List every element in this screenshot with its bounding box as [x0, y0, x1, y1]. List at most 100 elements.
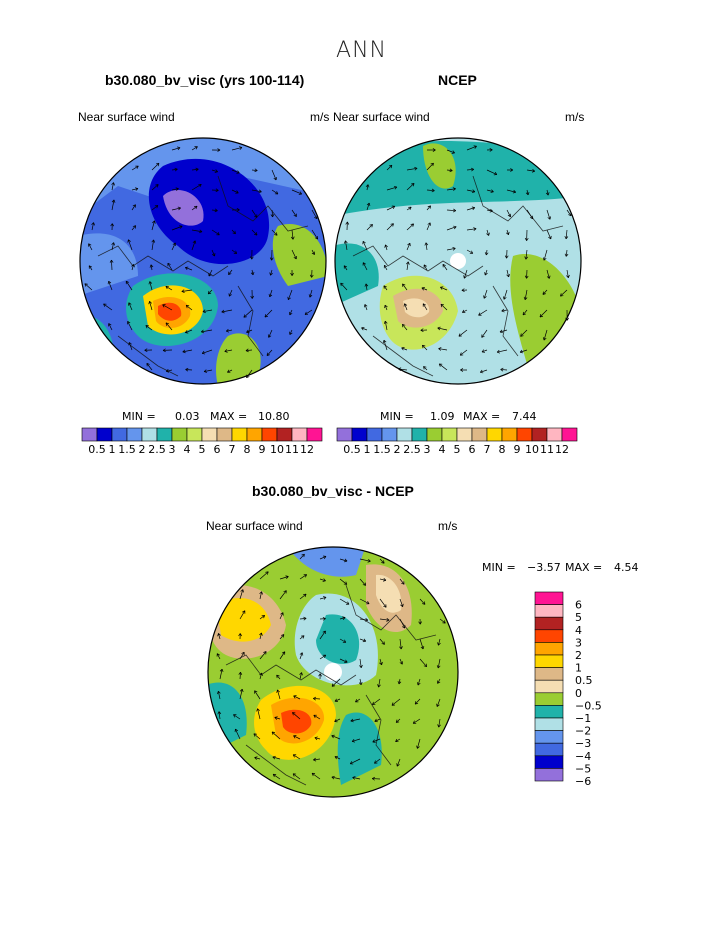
diff-colorbar-swatch	[534, 742, 564, 757]
diff-colorbar-swatch	[534, 679, 564, 694]
model-colorbar-tick-label: 11	[285, 443, 299, 456]
model-panel-title: b30.080_bv_visc (yrs 100-114)	[105, 72, 305, 88]
model-min-label: MIN =	[122, 410, 156, 423]
diff-panel-title: b30.080_bv_visc - NCEP	[252, 483, 414, 499]
obs-colorbar: 0.5 1 1.5 2 2.5 3 4 5 6 7 8 9 10 11 12	[336, 427, 578, 456]
diff-colorbar-tick-label: 1	[575, 662, 582, 675]
obs-max-label: MAX =	[463, 410, 501, 423]
diff-colorbar-tick-label: 5	[575, 611, 582, 624]
model-colorbar-tick-label: 1.5	[118, 443, 136, 456]
obs-colorbar-tick-label: 4	[439, 443, 446, 456]
model-colorbar-swatch	[201, 427, 218, 442]
diff-unit-label: m/s	[438, 519, 458, 533]
model-colorbar-tick-label: 10	[270, 443, 284, 456]
model-colorbar-tick-label: 3	[169, 443, 176, 456]
obs-colorbar-tick-label: 5	[454, 443, 461, 456]
model-colorbar-tick-label: 4	[184, 443, 191, 456]
model-colorbar-swatch	[171, 427, 188, 442]
obs-min-value: 1.09	[430, 410, 455, 423]
obs-unit-label: m/s	[565, 110, 585, 124]
obs-colorbar-swatch	[426, 427, 443, 442]
obs-colorbar-swatch	[411, 427, 428, 442]
page-title: ANN	[336, 38, 387, 63]
diff-colorbar-swatch	[534, 667, 564, 681]
diff-colorbar-tick-label: −2	[575, 725, 591, 738]
diff-colorbar-swatch	[534, 616, 564, 631]
diff-colorbar-tick-label: 2	[575, 649, 582, 662]
obs-colorbar-tick-label: 6	[469, 443, 476, 456]
diff-colorbar-tick-label: 0	[575, 687, 582, 700]
model-colorbar-swatch	[291, 427, 308, 442]
obs-colorbar-swatch	[486, 427, 503, 442]
model-colorbar-tick-label: 9	[259, 443, 266, 456]
model-colorbar-swatch	[246, 427, 263, 442]
obs-colorbar-swatch	[441, 427, 458, 442]
model-colorbar-tick-label: 7	[229, 443, 236, 456]
diff-max-label: MAX =	[565, 561, 603, 574]
model-colorbar-swatch	[216, 427, 233, 442]
diff-min-value: −3.57	[527, 561, 561, 574]
diff-colorbar-tick-label: −6	[575, 775, 591, 788]
diff-colorbar-tick-label: 0.5	[575, 674, 593, 687]
wind-vectors	[340, 145, 572, 374]
obs-colorbar-swatch	[471, 427, 488, 442]
model-colorbar-tick-label: 8	[244, 443, 251, 456]
obs-colorbar-tick-label: 0.5	[343, 443, 361, 456]
model-colorbar-tick-label: 1	[109, 443, 116, 456]
model-max-label: MAX =	[210, 410, 248, 423]
diff-colorbar-swatch	[534, 768, 564, 782]
obs-field-label: Near surface wind	[333, 110, 430, 124]
diff-colorbar-swatch	[534, 717, 564, 731]
obs-colorbar-tick-label: 10	[525, 443, 539, 456]
obs-colorbar-swatch	[381, 427, 398, 442]
diff-min-label: MIN =	[482, 561, 516, 574]
obs-colorbar-swatch	[396, 427, 413, 442]
obs-colorbar-swatch	[456, 427, 473, 442]
diff-colorbar-tick-label: 3	[575, 636, 582, 649]
model-colorbar-swatch	[186, 427, 203, 442]
obs-colorbar-tick-label: 2.5	[403, 443, 421, 456]
obs-colorbar-tick-label: 12	[555, 443, 569, 456]
model-colorbar-swatch	[141, 427, 158, 442]
diff-colorbar-tick-label: −0.5	[575, 699, 602, 712]
diff-colorbar-tick-label: 4	[575, 624, 582, 637]
model-colorbar-swatch	[261, 427, 278, 442]
model-colorbar-swatch	[111, 427, 128, 442]
model-colorbar-tick-label: 2.5	[148, 443, 166, 456]
diff-colorbar-swatch	[534, 591, 564, 605]
diff-max-value: 4.54	[614, 561, 639, 574]
diff-colorbar-swatch	[534, 642, 564, 656]
diff-colorbar-tick-label: −5	[575, 762, 591, 775]
obs-colorbar-tick-label: 7	[484, 443, 491, 456]
diff-colorbar-swatch	[534, 604, 564, 618]
diff-colorbar-swatch	[534, 629, 564, 643]
obs-colorbar-tick-label: 2	[394, 443, 401, 456]
model-unit-label: m/s	[310, 110, 330, 124]
model-colorbar-tick-label: 2	[139, 443, 146, 456]
model-colorbar-swatch	[231, 427, 248, 442]
model-colorbar-swatch	[276, 427, 293, 442]
obs-colorbar-swatch	[531, 427, 548, 442]
diff-colorbar-tick-label: −1	[575, 712, 591, 725]
model-colorbar-tick-label: 6	[214, 443, 221, 456]
obs-colorbar-swatch	[516, 427, 533, 442]
model-colorbar-tick-label: 5	[199, 443, 206, 456]
model-colorbar-swatch	[96, 427, 113, 442]
model-colorbar-swatch	[306, 427, 323, 442]
obs-max-value: 7.44	[512, 410, 537, 423]
obs-colorbar-swatch	[351, 427, 368, 442]
diff-colorbar-swatch	[534, 730, 564, 744]
obs-colorbar-tick-label: 9	[514, 443, 521, 456]
model-colorbar-swatch	[81, 427, 98, 442]
model-colorbar-tick-label: 0.5	[88, 443, 106, 456]
diff-colorbar-tick-label: −4	[575, 750, 591, 763]
diff-wind-map	[207, 546, 459, 798]
model-colorbar: 0.5 1 1.5 2 2.5 3 4 5 6 7 8 9 10 11 12	[81, 427, 323, 456]
obs-min-label: MIN =	[380, 410, 414, 423]
diff-colorbar-swatch	[534, 654, 564, 668]
obs-colorbar-tick-label: 3	[424, 443, 431, 456]
diff-field-label: Near surface wind	[206, 519, 303, 533]
diff-colorbar-tick-label: −3	[575, 737, 591, 750]
obs-colorbar-swatch	[501, 427, 518, 442]
